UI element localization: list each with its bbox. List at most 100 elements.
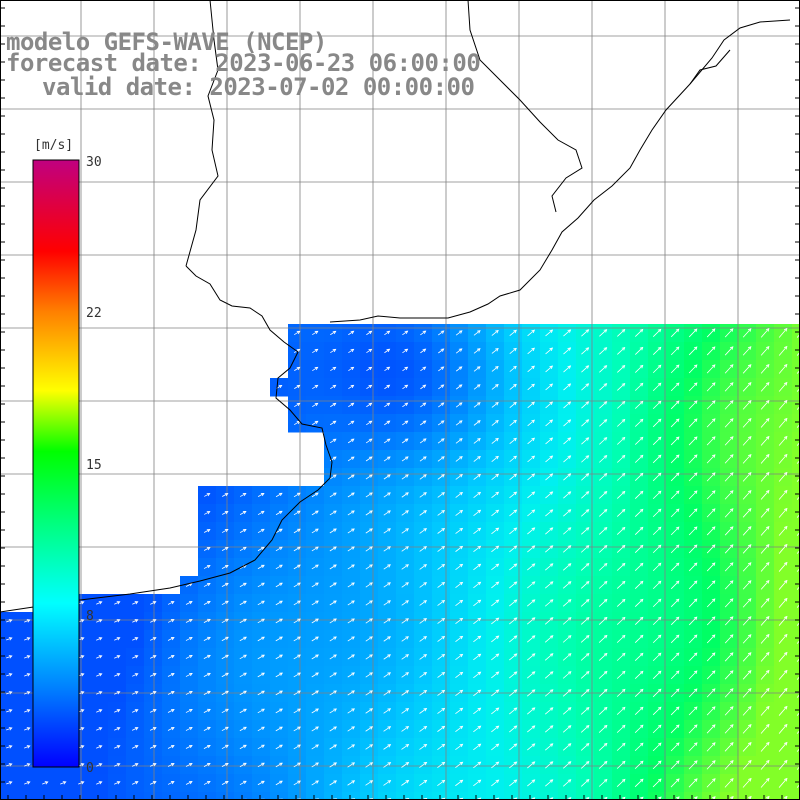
wind-cell [378, 792, 397, 800]
wind-arrow [796, 369, 800, 374]
wind-arrow [437, 653, 446, 660]
wind-arrow [419, 600, 428, 606]
wind-arrow [563, 365, 572, 373]
wind-arrow [562, 707, 572, 715]
wind-arrow [670, 526, 680, 536]
wind-arrow [527, 329, 536, 337]
wind-arrow [455, 384, 463, 390]
wind-arrow [347, 744, 356, 750]
wind-arrow [329, 510, 337, 516]
wind-arrow [329, 636, 337, 642]
wind-arrow [185, 601, 193, 605]
wind-arrow [203, 618, 211, 623]
wind-arrow [348, 348, 355, 354]
wind-arrow [329, 654, 337, 660]
wind-arrow [329, 474, 337, 480]
wind-arrow [778, 669, 788, 680]
wind-arrow [706, 454, 716, 464]
wind-arrow [742, 382, 752, 392]
wind-arrow [312, 330, 319, 336]
wind-arrow [670, 598, 680, 608]
wind-cell [792, 432, 800, 451]
wind-arrow [509, 455, 518, 463]
wind-arrow [329, 600, 337, 606]
wind-arrow [455, 689, 464, 697]
wind-arrow [760, 723, 770, 734]
wind-arrow [401, 546, 409, 552]
wind-arrow [185, 654, 193, 659]
wind-arrow [149, 673, 157, 677]
wind-arrow [329, 492, 337, 498]
wind-arrow [670, 670, 680, 680]
wind-arrow [132, 691, 139, 695]
wind-arrow [167, 745, 175, 749]
wind-arrow [742, 472, 752, 482]
wind-arrow [473, 617, 482, 625]
wind-arrow [383, 564, 391, 570]
wind-arrow [491, 617, 500, 625]
wind-arrow [580, 563, 590, 571]
wind-arrow [526, 689, 536, 697]
wind-arrow [132, 601, 139, 605]
wind-arrow [742, 544, 752, 554]
wind-arrow [311, 546, 319, 552]
wind-arrow [239, 618, 247, 624]
wind-arrow [742, 777, 752, 788]
wind-cell [162, 792, 181, 800]
wind-arrow [132, 619, 139, 623]
wind-arrow [527, 491, 536, 499]
wind-arrow [544, 635, 554, 643]
wind-arrow [473, 707, 482, 715]
wind-arrow [203, 565, 211, 569]
wind-arrow [796, 495, 800, 500]
wind-arrow [384, 384, 391, 390]
wind-arrow [419, 456, 427, 462]
wind-arrow [437, 599, 446, 606]
wind-arrow [796, 477, 800, 482]
wind-arrow [275, 708, 283, 714]
wind-arrow [437, 330, 445, 336]
wind-arrow [599, 329, 608, 337]
wind-arrow [527, 383, 535, 391]
wind-arrow [616, 778, 626, 787]
wind-arrow [491, 384, 499, 390]
wind-arrow [311, 582, 319, 588]
wind-arrow [688, 526, 698, 536]
wind-arrow [509, 527, 518, 535]
wind-cell [684, 792, 703, 800]
wind-arrow [527, 545, 536, 553]
wind-arrow [149, 727, 157, 731]
wind-arrow [311, 564, 319, 570]
wind-arrow [257, 636, 265, 642]
wind-arrow [455, 581, 464, 588]
wind-arrow [311, 492, 319, 498]
wind-arrow [509, 707, 518, 715]
wind-arrow [657, 796, 662, 800]
wind-arrow [401, 726, 410, 732]
wind-arrow [455, 527, 464, 534]
wind-arrow [706, 670, 716, 680]
wind-arrow [239, 510, 247, 515]
wind-cell [576, 792, 595, 800]
colorbar-tick-label: 22 [86, 306, 102, 321]
wind-arrow [6, 655, 13, 659]
wind-arrow [347, 708, 356, 714]
wind-arrow [778, 489, 788, 500]
wind-arrow [509, 635, 518, 643]
wind-arrow [293, 708, 301, 714]
wind-arrow [257, 510, 265, 516]
wind-arrow [688, 724, 698, 734]
wind-arrow [257, 726, 265, 732]
wind-arrow [760, 489, 770, 500]
wind-arrow [796, 513, 800, 518]
wind-arrow [652, 580, 662, 590]
wind-arrow [203, 636, 211, 641]
wind-arrow [598, 526, 608, 535]
wind-arrow [239, 546, 247, 552]
wind-arrow [491, 347, 499, 354]
wind-arrow [796, 441, 800, 446]
wind-arrow [167, 672, 175, 677]
wind-arrow [96, 781, 103, 785]
wind-arrow [42, 781, 49, 785]
wind-arrow [330, 366, 337, 372]
